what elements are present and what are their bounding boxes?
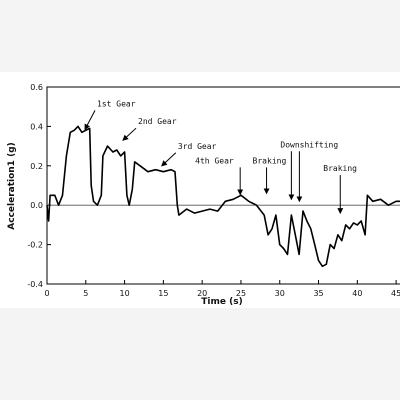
y-tick-label: -0.2	[27, 241, 43, 250]
y-tick-label: 0.4	[30, 122, 43, 131]
y-tick-label: -0.4	[27, 280, 43, 289]
x-tick-label: 45	[391, 289, 400, 298]
x-tick-label: 10	[119, 289, 129, 298]
annotation-arrow	[161, 152, 177, 167]
annotation-text: 2nd Gear	[138, 117, 177, 126]
y-tick-label: 0.0	[30, 201, 43, 210]
x-tick-label: 20	[197, 289, 207, 298]
annotation-arrow	[122, 127, 137, 141]
annotation-text: Braking	[323, 164, 357, 173]
x-tick-label: 15	[158, 289, 168, 298]
sheet	[0, 72, 400, 308]
y-tick-label: 0.2	[30, 162, 43, 171]
x-axis-label: Time (s)	[201, 297, 242, 307]
annotation-arrow	[84, 110, 96, 131]
x-tick-label: 40	[352, 289, 362, 298]
x-tick-label: 5	[83, 289, 88, 298]
plot-frame	[46, 86, 400, 285]
y-axis-label: Acceleration1 (g)	[7, 142, 17, 229]
y-tick-label: 0.6	[30, 83, 43, 92]
signal-line	[46, 125, 400, 268]
x-tick-label: 35	[313, 289, 323, 298]
x-tick-label: 25	[236, 289, 246, 298]
annotation-text: 4th Gear	[195, 156, 234, 165]
annotation-text: Braking	[253, 156, 287, 165]
annotation-text: Downshifting	[280, 140, 338, 149]
x-tick-label: 30	[275, 289, 285, 298]
annotation-text: 3rd Gear	[178, 142, 217, 151]
x-tick-label: 0	[44, 289, 49, 298]
annotation-text: 1st Gear	[97, 99, 136, 108]
